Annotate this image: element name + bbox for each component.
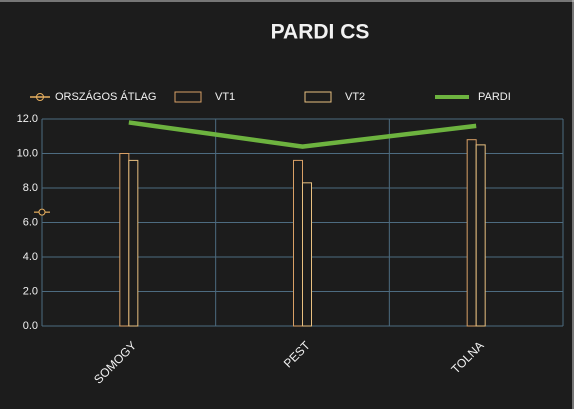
line [128,120,477,149]
marker [38,208,46,216]
y-tick-label: 0.0 [23,320,38,332]
y-tick-label: 4.0 [23,251,38,263]
bar [302,182,312,327]
y-tick-label: 6.0 [23,216,38,228]
y-tick-label: 8.0 [23,182,38,194]
bar [119,153,130,327]
legend-label: PARDI [478,91,511,103]
legend-marker [36,93,44,101]
legend-swatch [174,91,202,103]
y-tick-label: 12.0 [17,113,38,125]
legend-label: ORSZÁGOS ÁTLAG [55,90,156,103]
legend-swatch [304,91,332,103]
bar [475,144,486,327]
legend-label: VT1 [215,91,235,103]
legend-label: VT2 [345,91,365,103]
y-tick-label: 10.0 [17,147,38,159]
bar [466,139,477,327]
chart-title: PARDI CS [271,21,370,44]
bar [128,159,139,327]
bar [293,159,303,327]
y-tick-label: 2.0 [23,285,38,297]
